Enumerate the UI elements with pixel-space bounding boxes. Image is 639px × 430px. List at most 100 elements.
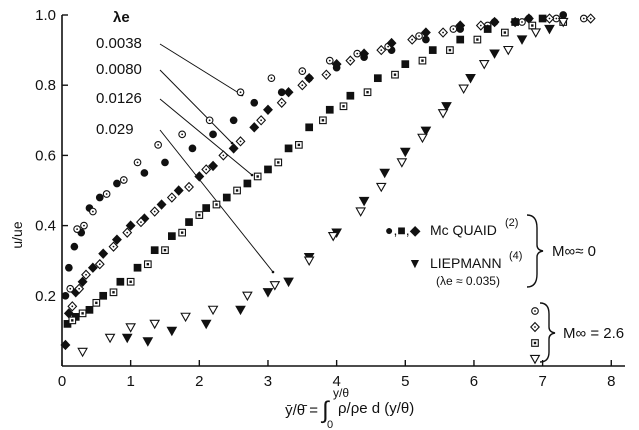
point-circle-open-dot xyxy=(76,228,79,231)
x-axis-label: ȳ/θ̄ = ∫ y/θ 0 ρ/ρe d (y/θ) xyxy=(285,386,414,430)
point-diamond-open-dot xyxy=(442,31,444,34)
point-square-filled xyxy=(85,305,94,314)
lambda-leader-tip xyxy=(271,270,275,274)
point-diamond-filled xyxy=(60,339,71,351)
lambda-leader-tip xyxy=(230,141,234,145)
point-square-filled xyxy=(428,46,437,54)
point-circle-filled xyxy=(209,130,217,139)
point-diamond-filled xyxy=(523,13,534,24)
point-circle-open-dot xyxy=(356,52,359,55)
point-square-open-dot xyxy=(146,263,150,266)
x-axis-integrand: ρ/ρe d (y/θ) xyxy=(338,400,414,417)
point-diamond-open-dot xyxy=(205,168,208,171)
y-tick-label: 0.4 xyxy=(35,218,56,235)
point-diamond-open-dot xyxy=(153,210,156,213)
point-triangle-open xyxy=(104,333,116,344)
legend-liepmann-ref: (4) xyxy=(509,250,522,262)
point-diamond-filled xyxy=(283,87,294,98)
point-square-open-dot xyxy=(95,301,98,305)
lambda-label: 0.0126 xyxy=(96,90,142,107)
point-diamond-open-dot xyxy=(140,221,142,223)
point-triangle-open xyxy=(303,256,315,267)
y-tick-label: 0.6 xyxy=(35,147,56,164)
ticks: 0 1 2 3 4 5 6 7 8 0.2 0.4 0.6 0.8 1.0 xyxy=(35,7,615,390)
point-square-filled xyxy=(456,35,465,44)
point-triangle-filled xyxy=(283,277,294,288)
point-square-filled xyxy=(346,91,355,100)
legend: ●,■,◆ Mc QUAID (2) ▼ LIEPMANN (4) (λe ≈ … xyxy=(385,214,624,365)
point-square-open-dot xyxy=(393,73,397,76)
legend-mcquaid-ref: (2) xyxy=(505,217,518,229)
point-diamond-filled xyxy=(228,143,239,154)
point-triangle-filled xyxy=(420,126,432,137)
point-triangle-open xyxy=(478,59,490,70)
point-circle-filled xyxy=(140,169,149,177)
x-tick-label: 1 xyxy=(126,373,134,390)
point-diamond-open-dot xyxy=(126,231,129,234)
point-square-open-dot xyxy=(71,319,74,322)
point-square-filled xyxy=(538,14,547,23)
point-circle-open-dot xyxy=(328,59,331,62)
point-diamond-filled xyxy=(386,37,397,49)
integral-lower-limit: 0 xyxy=(327,419,333,430)
point-circle-open-dot xyxy=(157,143,160,146)
x-tick-label: 3 xyxy=(264,373,272,390)
point-diamond-open-dot xyxy=(589,17,592,20)
point-diamond-open-dot xyxy=(411,38,414,41)
point-square-filled xyxy=(202,204,211,212)
point-square-filled xyxy=(511,18,519,26)
point-triangle-filled xyxy=(121,333,133,344)
point-circle-filled xyxy=(250,98,259,107)
integral-sign-icon: ∫ xyxy=(320,397,330,424)
axes xyxy=(61,15,625,367)
point-square-filled xyxy=(483,25,492,33)
point-triangle-open xyxy=(242,291,253,302)
point-square-filled xyxy=(168,232,176,240)
series-diamond-open xyxy=(67,13,596,312)
point-diamond-filled xyxy=(420,27,431,38)
point-circle-filled xyxy=(70,242,79,251)
point-diamond-filled xyxy=(304,72,315,84)
legend-brace-low xyxy=(526,214,544,288)
point-square-filled xyxy=(325,105,334,114)
legend-brace-high xyxy=(539,302,556,363)
point-square-open-dot xyxy=(163,248,167,252)
series-circle-open xyxy=(66,14,588,293)
y-axis-label: u/ue xyxy=(9,221,25,248)
point-circle-filled xyxy=(65,263,73,272)
point-square-open-dot xyxy=(112,291,115,294)
point-triangle-open xyxy=(417,133,428,144)
point-circle-open-dot xyxy=(239,91,242,94)
point-triangle-filled xyxy=(489,49,500,59)
point-square-open-dot xyxy=(277,161,280,164)
point-square-filled xyxy=(243,179,252,188)
point-triangle-open xyxy=(125,323,137,333)
point-diamond-filled xyxy=(359,48,370,59)
point-circle-open-dot xyxy=(387,45,390,48)
point-circle-open-dot xyxy=(521,21,523,23)
point-triangle-open xyxy=(437,109,449,119)
point-triangle-filled xyxy=(399,147,411,158)
lambda-labels: 0.0038 0.0080 0.0126 0.029 xyxy=(96,35,142,138)
legend-diamond-open-dot xyxy=(534,326,536,328)
legend-circle-open-dot xyxy=(534,310,536,312)
lambda-leader-line xyxy=(159,43,243,96)
point-diamond-filled xyxy=(455,20,466,31)
data-points xyxy=(60,11,596,358)
point-square-filled xyxy=(185,218,193,226)
point-diamond-open-dot xyxy=(280,101,283,104)
legend-triangle-open xyxy=(529,354,541,365)
point-diamond-open-dot xyxy=(112,245,115,248)
point-circle-open-dot xyxy=(91,210,94,213)
legend-liepmann-label: LIEPMANN xyxy=(430,255,502,271)
series-square-filled xyxy=(63,14,547,328)
point-diamond-filled xyxy=(125,220,136,231)
point-circle-open-dot xyxy=(105,193,108,195)
point-triangle-open xyxy=(149,319,161,330)
point-circle-open-dot xyxy=(83,224,85,227)
point-circle-filled xyxy=(95,193,104,202)
point-circle-open-dot xyxy=(301,70,304,73)
point-square-filled xyxy=(133,263,142,272)
point-diamond-filled xyxy=(263,104,273,115)
